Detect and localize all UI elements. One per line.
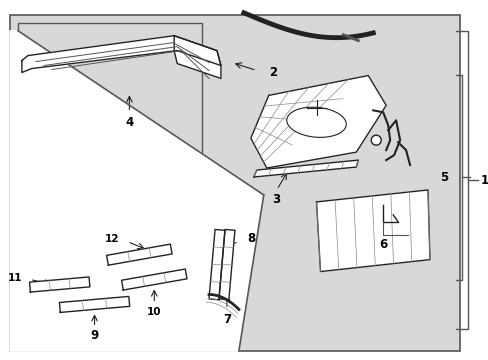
Polygon shape: [106, 244, 172, 265]
Polygon shape: [253, 160, 358, 177]
Polygon shape: [219, 229, 234, 300]
Polygon shape: [10, 31, 263, 351]
Text: 12: 12: [105, 234, 119, 244]
Text: 5: 5: [439, 171, 447, 184]
Text: 8: 8: [246, 232, 255, 245]
Circle shape: [370, 135, 381, 145]
Text: 1: 1: [480, 174, 488, 186]
Text: 9: 9: [90, 329, 99, 342]
Text: 2: 2: [268, 66, 276, 79]
Polygon shape: [22, 36, 221, 72]
Ellipse shape: [286, 107, 346, 138]
Polygon shape: [29, 277, 90, 292]
Polygon shape: [174, 36, 221, 78]
Text: 7: 7: [223, 313, 230, 326]
Polygon shape: [208, 229, 224, 300]
Text: 6: 6: [378, 238, 386, 251]
Polygon shape: [60, 296, 129, 312]
Bar: [18, 23, 202, 192]
Text: 3: 3: [272, 193, 280, 206]
Text: 4: 4: [125, 116, 133, 129]
Text: 10: 10: [147, 307, 161, 318]
Polygon shape: [250, 76, 386, 168]
Text: 11: 11: [7, 273, 22, 283]
Polygon shape: [316, 190, 429, 271]
Polygon shape: [122, 269, 186, 290]
